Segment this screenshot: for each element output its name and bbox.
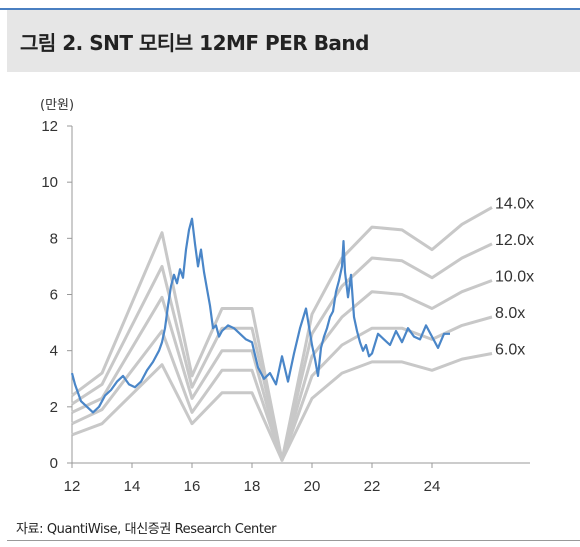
- x-tick-label: 12: [64, 478, 81, 495]
- band-label-12.0x: 12.0x: [495, 232, 534, 249]
- y-tick-label: 12: [41, 118, 58, 135]
- x-tick-label: 16: [184, 478, 201, 495]
- x-tick-label: 22: [364, 478, 381, 495]
- band-line-6.0x: [71, 352, 493, 462]
- x-tick-label: 24: [424, 478, 441, 495]
- top-rule: [0, 8, 580, 10]
- y-tick-label: 4: [50, 343, 58, 360]
- figure-title: 그림 2. SNT 모티브 12MF PER Band: [20, 31, 370, 55]
- x-tick-label: 20: [304, 478, 321, 495]
- per-band-labels: 14.0x 12.0x 10.0x 8.0x 6.0x: [495, 195, 534, 358]
- header-bar: 그림 2. SNT 모티브 12MF PER Band: [7, 10, 580, 72]
- price-series: [70, 217, 450, 414]
- y-tick-label: 0: [50, 455, 58, 472]
- band-label-14.0x: 14.0x: [495, 195, 534, 212]
- y-tick-label: 8: [50, 230, 58, 247]
- band-line-14.0x: [71, 206, 493, 462]
- x-tick-label: 18: [244, 478, 261, 495]
- x-axis-ticks: 12 14 16 18 20 22 24: [64, 463, 441, 495]
- band-label-6.0x: 6.0x: [495, 341, 525, 358]
- band-line-12.0x: [71, 242, 493, 462]
- y-tick-label: 2: [50, 399, 58, 416]
- y-tick-label: 10: [41, 174, 58, 191]
- source-note: 자료: QuantiWise, 대신증권 Research Center: [16, 522, 277, 537]
- x-tick-label: 14: [124, 478, 141, 495]
- y-tick-label: 6: [50, 287, 58, 304]
- band-label-8.0x: 8.0x: [495, 305, 525, 322]
- per-bands: [71, 206, 493, 462]
- band-line-8.0x: [71, 315, 493, 462]
- y-unit-label: (만원): [40, 98, 74, 113]
- bottom-rule: [7, 540, 580, 541]
- price-line: [70, 217, 450, 414]
- band-label-10.0x: 10.0x: [495, 268, 534, 285]
- y-axis-ticks: 0 2 4 6 8 10 12: [41, 118, 72, 472]
